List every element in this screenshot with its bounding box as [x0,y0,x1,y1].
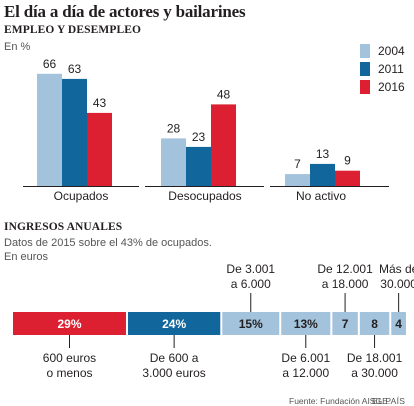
income-subtitle: Datos de 2015 sobre el 43% de ocupados. [4,237,212,249]
segment-de-12-001-a-18-000 [332,312,358,335]
segment-label-de-6-001-a-12-000-line1: De 6.001 [281,351,330,365]
segment-value-600-euros-o-menos: 29% [57,317,81,331]
bar-ocupados-2016 [87,112,112,186]
value-label-ocupados-2016: 43 [93,96,107,110]
bar-no-activo-2016 [335,170,360,186]
employment-unit-note: En % [4,41,31,53]
segment-label-mas-de-30-000-line2: 30.000 [380,277,414,291]
bar-ocupados-2011 [62,78,87,186]
segment-label-mas-de-30-000-line1: Más de [379,262,414,276]
value-label-no-activo-2016: 9 [344,154,351,168]
category-label-desocupados: Desocupados [168,189,241,203]
segment-label-de-18-001-a-30-000-line1: De 18.001 [347,351,403,365]
segment-de-18-001-a-30-000 [359,312,390,335]
segment-label-600-euros-o-menos-line1: 600 euros [43,351,96,365]
segment-label-de-12-001-a-18-000-line2: a 18.000 [322,277,369,291]
value-label-desocupados-2016: 48 [217,87,231,101]
bar-desocupados-2011 [186,146,211,186]
income-section-title: INGRESOS ANUALES [4,221,123,233]
segment-600-euros-o-menos [13,312,126,335]
value-label-desocupados-2004: 28 [167,121,181,135]
legend-item-2016: 2016 [360,80,414,94]
publisher-brand: EL PAÍS [372,396,406,406]
segment-de-3-001-a-6-000 [222,312,280,335]
legend-label-2016: 2016 [378,80,405,94]
segment-label-de-18-001-a-30-000-line2: a 30.000 [351,366,398,380]
segment-label-600-euros-o-menos-line2: o menos [46,366,92,380]
segment-value-mas-de-30-000: 4 [395,317,402,331]
legend-swatch-2016 [360,80,370,94]
segment-label-de-3-001-a-6-000-line1: De 3.001 [226,262,275,276]
value-label-no-activo-2004: 7 [294,157,301,171]
income-unit-note: En euros [4,251,49,263]
segment-value-de-12-001-a-18-000: 7 [342,317,349,331]
category-label-ocupados: Ocupados [54,189,109,203]
bar-no-activo-2004 [285,174,310,186]
chart-title: El día a día de actores y bailarines [4,2,246,21]
value-label-desocupados-2011: 23 [192,130,206,144]
legend-label-2011: 2011 [378,62,404,76]
segment-label-de-600-a-3-000-euros-line1: De 600 a [150,351,199,365]
segment-label-de-6-001-a-12-000-line2: a 12.000 [282,366,329,380]
segment-mas-de-30-000 [391,312,406,335]
bar-desocupados-2004 [161,138,186,186]
bar-desocupados-2016 [211,104,236,186]
segment-value-de-3-001-a-6-000: 15% [239,317,263,331]
bar-ocupados-2004 [37,73,62,186]
segment-de-6-001-a-12-000 [281,312,331,335]
bar-no-activo-2011 [310,163,335,186]
segment-label-de-600-a-3-000-euros-line2: 3.000 euros [142,366,205,380]
legend-label-2004: 2004 [378,44,405,58]
segment-value-de-6-001-a-12-000: 13% [294,317,318,331]
segment-value-de-600-a-3-000-euros: 24% [162,317,186,331]
segment-label-de-12-001-a-18-000-line1: De 12.001 [317,262,373,276]
legend-item-2011: 2011 [360,62,414,76]
legend-swatch-2004 [360,44,370,58]
value-label-no-activo-2011: 13 [316,147,330,161]
segment-label-de-3-001-a-6-000-line2: a 6.000 [231,277,271,291]
segment-de-600-a-3-000-euros [127,312,221,335]
value-label-ocupados-2011: 63 [68,62,82,76]
source-note: Fuente: Fundación AISGE. [289,396,391,406]
value-label-ocupados-2004: 66 [43,57,57,71]
legend-swatch-2011 [360,62,370,76]
employment-section-title: EMPLEO Y DESEMPLEO [4,24,142,36]
legend-item-2004: 2004 [360,44,414,58]
category-label-no-activo: No activo [296,189,346,203]
segment-value-de-18-001-a-30-000: 8 [371,317,378,331]
